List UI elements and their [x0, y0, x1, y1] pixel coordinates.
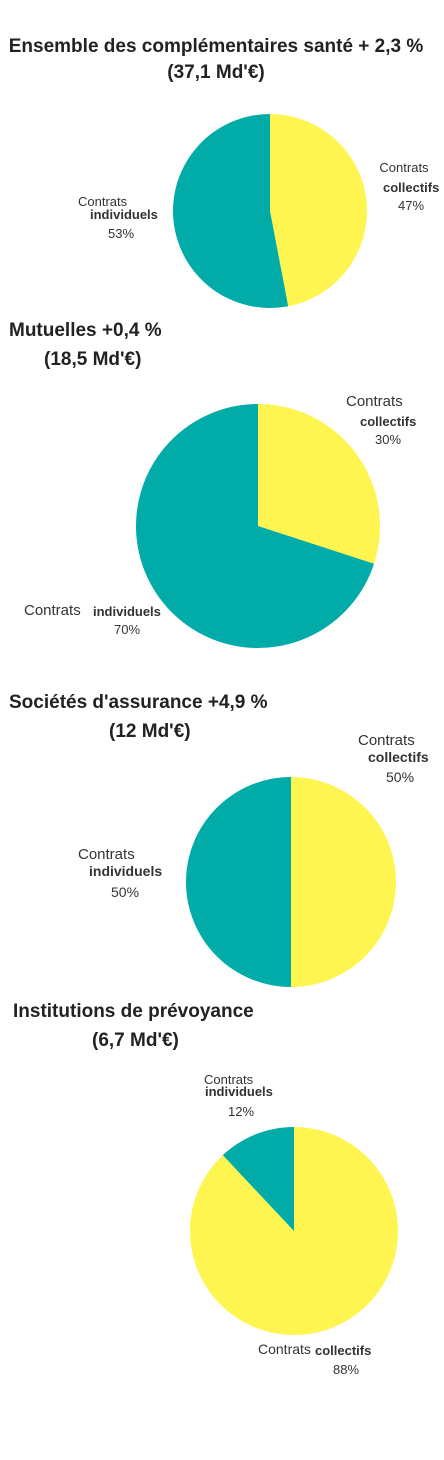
chart-1-title: Ensemble des complémentaires santé + 2,3… [8, 36, 424, 57]
chart-3-title: Sociétés d'assurance +4,9 % [9, 692, 268, 713]
chart-2-subtitle: (18,5 Md'€) [44, 349, 142, 370]
chart-2-collectifs-category: collectifs [360, 414, 417, 429]
chart-1-slice-collectifs [270, 114, 367, 307]
chart-3-collectifs-word: Contrats [358, 732, 415, 749]
chart-4-individuels-word: Contrats [204, 1072, 254, 1087]
chart-2-collectifs-word: Contrats [346, 393, 403, 410]
chart-4-collectifs-word: Contrats [258, 1341, 311, 1357]
chart-3-collectifs-pct: 50% [386, 769, 415, 785]
chart-3-individuels-word: Contrats [78, 846, 135, 863]
chart-3-slice-individuels [186, 777, 291, 987]
chart-3-individuels-category: individuels [89, 863, 163, 879]
chart-3-pie [186, 777, 396, 987]
chart-4-subtitle: (6,7 Md'€) [92, 1030, 179, 1051]
chart-1-individuels-word: Contrats [78, 194, 128, 209]
chart-2-pie [136, 404, 380, 648]
chart-2-slice-individuels [136, 404, 375, 648]
chart-1-collectifs-pct: 47% [398, 198, 425, 213]
chart-4-collectifs-pct: 88% [333, 1362, 360, 1377]
chart-1-individuels-pct: 53% [108, 226, 135, 241]
chart-4-collectifs-category: collectifs [315, 1343, 372, 1358]
chart-4-individuels-category: individuels [205, 1084, 273, 1099]
chart-3-collectifs-category: collectifs [368, 749, 429, 765]
chart-1-slice-individuels [172, 114, 289, 308]
chart-1-collectifs-word: Contrats [379, 160, 429, 175]
chart-1-collectifs-category: collectifs [383, 180, 440, 195]
chart-2-title: Mutuelles +0,4 % [9, 320, 162, 341]
chart-3-slice-collectifs [291, 777, 396, 987]
chart-2-individuels-category: individuels [93, 604, 161, 619]
chart-4-individuels-pct: 12% [228, 1104, 255, 1119]
chart-4-pie [190, 1127, 398, 1335]
chart-2-slice-collectifs [258, 404, 380, 564]
chart-1-individuels-category: individuels [90, 207, 158, 222]
chart-2-individuels-word: Contrats [24, 602, 81, 619]
chart-4-title: Institutions de prévoyance [13, 1001, 254, 1022]
chart-4-slice-individuels [222, 1127, 294, 1231]
chart-3-subtitle: (12 Md'€) [109, 721, 191, 742]
chart-2-individuels-pct: 70% [114, 622, 141, 637]
chart-1-pie [172, 114, 367, 308]
chart-3-individuels-pct: 50% [111, 884, 140, 900]
chart-2-collectifs-pct: 30% [375, 432, 402, 447]
chart-1-collectifs-label: Contrats [374, 160, 434, 176]
chart-1-subtitle: (37,1 Md'€) [167, 62, 265, 83]
